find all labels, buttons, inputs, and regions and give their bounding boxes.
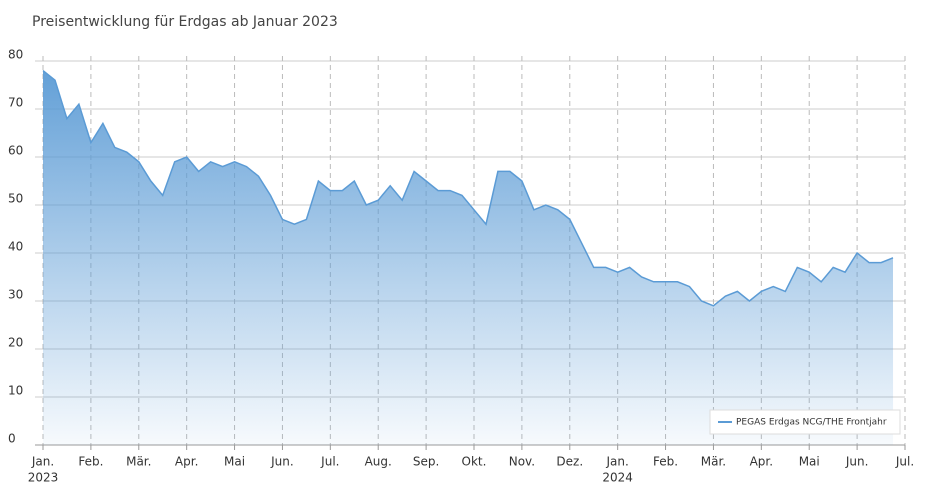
x-tick-label: Apr.: [175, 455, 198, 469]
year-label: 2024: [602, 471, 633, 485]
legend-label: PEGAS Erdgas NCG/THE Frontjahr: [736, 418, 887, 428]
x-tick-label: Mai: [799, 455, 820, 469]
x-tick-label: Okt.: [462, 455, 487, 469]
y-tick-label: 10: [8, 384, 23, 398]
x-tick-label: Jun.: [270, 455, 294, 469]
x-tick-label: Sep.: [413, 455, 439, 469]
legend-box: [709, 409, 901, 435]
year-label: 2023: [28, 471, 59, 485]
x-tick-label: Feb.: [78, 455, 103, 469]
x-tick-label: Mär.: [126, 455, 151, 469]
x-tick-label: Mai: [224, 455, 245, 469]
y-tick-label: 80: [8, 48, 23, 62]
y-tick-label: 30: [8, 288, 23, 302]
x-tick-label: Dez.: [556, 455, 583, 469]
y-tick-label: 40: [8, 240, 23, 254]
area: [43, 70, 894, 445]
x-tick-label: Feb.: [653, 455, 678, 469]
y-tick-label: 50: [8, 192, 23, 206]
x-tick-label: Aug.: [365, 455, 392, 469]
y-tick-label: 20: [8, 336, 23, 350]
y-tick-label: 70: [8, 96, 23, 110]
x-tick-label: Nov.: [509, 455, 535, 469]
line: [42, 70, 894, 307]
y-tick-label: 60: [8, 144, 23, 158]
x-tick-label: Jan.: [31, 455, 54, 469]
x-tick-label: Mär.: [701, 455, 726, 469]
y-tick-label: 0: [8, 432, 16, 446]
x-tick-label: Jan.: [606, 455, 629, 469]
x-tick-label: Apr.: [750, 455, 773, 469]
x-tick-label: Jul.: [895, 455, 914, 469]
x-tick-label: Jul.: [320, 455, 339, 469]
chart-title: Preisentwicklung für Erdgas ab Januar 20…: [32, 14, 338, 30]
x-tick-label: Jun.: [845, 455, 869, 469]
